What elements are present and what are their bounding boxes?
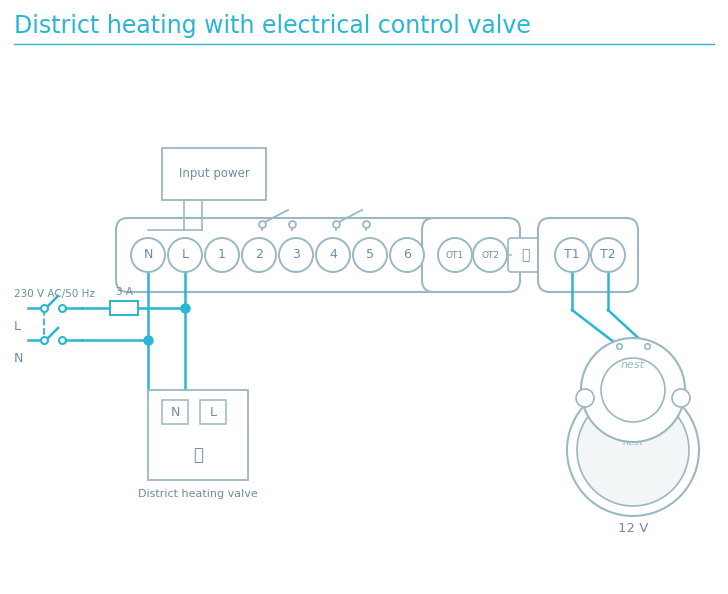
Circle shape [581,338,685,442]
Text: T1: T1 [564,248,579,261]
FancyBboxPatch shape [110,301,138,315]
Text: 12 V: 12 V [618,522,648,535]
Text: 3 A: 3 A [116,287,132,297]
FancyBboxPatch shape [538,218,638,292]
Text: L: L [14,320,21,333]
Text: 230 V AC/50 Hz: 230 V AC/50 Hz [14,289,95,299]
Text: Input power: Input power [178,168,250,181]
Circle shape [555,238,589,272]
FancyBboxPatch shape [116,218,440,292]
Circle shape [279,238,313,272]
Text: 6: 6 [403,248,411,261]
FancyBboxPatch shape [148,390,248,480]
Circle shape [473,238,507,272]
Circle shape [168,238,202,272]
Text: L: L [210,406,216,419]
FancyBboxPatch shape [508,238,542,272]
Text: 2: 2 [255,248,263,261]
FancyBboxPatch shape [162,400,188,424]
Text: T2: T2 [600,248,616,261]
Text: OT2: OT2 [481,251,499,260]
Circle shape [567,384,699,516]
FancyBboxPatch shape [200,400,226,424]
Text: ⏚: ⏚ [193,446,203,464]
Circle shape [205,238,239,272]
Text: 3: 3 [292,248,300,261]
Circle shape [438,238,472,272]
Text: N: N [14,352,23,365]
Text: nest: nest [622,437,644,447]
Circle shape [131,238,165,272]
Text: 5: 5 [366,248,374,261]
Text: District heating with electrical control valve: District heating with electrical control… [14,14,531,38]
Text: OT1: OT1 [446,251,464,260]
FancyBboxPatch shape [422,218,520,292]
Circle shape [390,238,424,272]
Text: N: N [170,406,180,419]
Text: N: N [143,248,153,261]
Circle shape [591,238,625,272]
Circle shape [576,389,594,407]
Text: ⏚: ⏚ [521,248,529,262]
Text: nest: nest [621,360,645,370]
Circle shape [316,238,350,272]
Circle shape [242,238,276,272]
Text: District heating valve: District heating valve [138,489,258,499]
Text: 1: 1 [218,248,226,261]
Circle shape [353,238,387,272]
Text: 4: 4 [329,248,337,261]
Text: L: L [181,248,189,261]
Circle shape [577,394,689,506]
FancyBboxPatch shape [162,148,266,200]
Circle shape [601,358,665,422]
Circle shape [672,389,690,407]
